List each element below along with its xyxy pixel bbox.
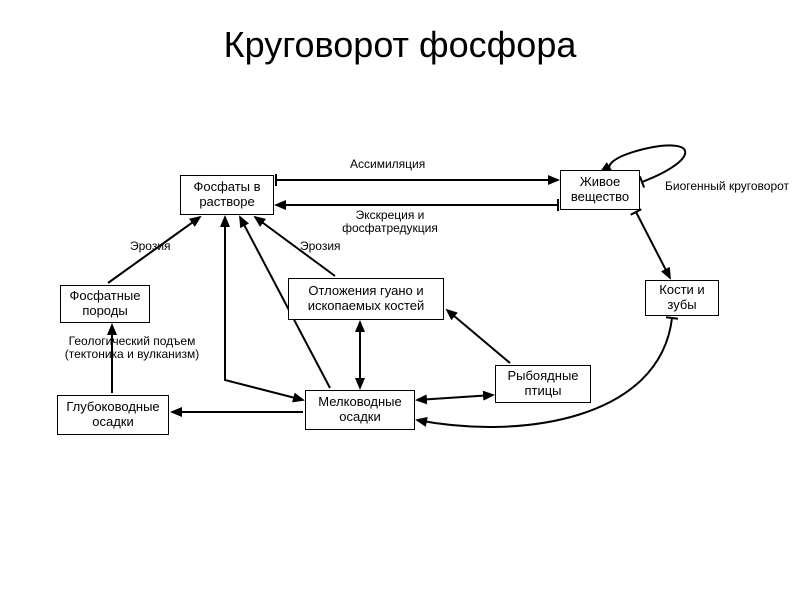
node-fish_birds: Рыбоядные птицы xyxy=(495,365,591,403)
node-phosphate_rocks: Фосфатные породы xyxy=(60,285,150,323)
edge-shallow_sediments-to-fish_birds xyxy=(417,395,493,400)
edge-living_matter-to-bones_teeth xyxy=(636,212,670,278)
node-guano_bones: Отложения гуано и ископаемых костей xyxy=(288,278,444,320)
node-phosphates_solution: Фосфаты в растворе xyxy=(180,175,274,215)
node-shallow_sediments: Мелководные осадки xyxy=(305,390,415,430)
edge-label-erosion1: Эрозия xyxy=(130,240,171,253)
edge-label-geo_uplift: Геологический подъем (тектоника и вулкан… xyxy=(62,335,202,361)
edge-label-erosion2: Эрозия xyxy=(300,240,341,253)
node-bones_teeth: Кости и зубы xyxy=(645,280,719,316)
edge-label-assimilation: Ассимиляция xyxy=(350,158,425,171)
edge-label-excretion: Экскреция и фосфатредукция xyxy=(320,209,460,235)
node-deep_sediments: Глубоководные осадки xyxy=(57,395,169,435)
edge-fish_birds-to-guano_bones xyxy=(447,310,510,363)
edge-label-biogenic: Биогенный круговорот xyxy=(665,180,789,193)
node-living_matter: Живое вещество xyxy=(560,170,640,210)
diagram-canvas: Фосфаты в растворе Живое вещество Фосфатны… xyxy=(0,0,800,600)
